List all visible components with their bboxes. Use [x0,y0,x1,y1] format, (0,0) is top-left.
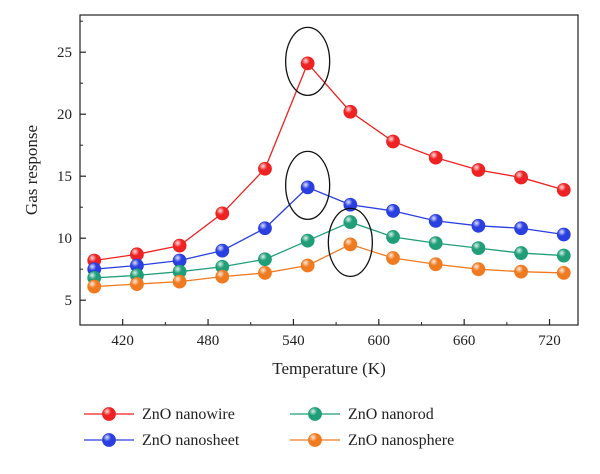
highlight-ellipse [327,207,373,278]
legend-item: ZnO nanowire [84,406,235,423]
data-point [386,251,400,265]
data-point [386,230,400,244]
highlight-ellipse [285,150,331,221]
y-axis-title: Gas response [22,125,41,215]
data-point [556,182,571,197]
data-point [514,264,528,279]
data-point [428,257,443,272]
x-tick-label: 420 [111,333,134,349]
data-point [556,227,571,242]
highlight-ellipse [285,26,331,97]
data-point [428,213,443,228]
x-tick-label: 660 [453,333,476,349]
data-point [258,252,272,267]
data-point [556,248,571,263]
data-point [258,161,272,176]
x-tick-label: 480 [197,333,220,349]
legend-label: ZnO nanosphere [348,432,454,449]
data-point [300,180,315,195]
legend-item: ZnO nanosheet [84,432,240,449]
data-point [471,163,486,177]
data-point [514,246,528,260]
data-point [343,215,358,229]
data-point [514,170,528,185]
y-tick-label: 10 [57,231,72,247]
x-tick-label: 720 [538,333,561,349]
data-point [428,236,443,251]
legend-label: ZnO nanosheet [142,432,240,449]
data-point [258,221,272,236]
data-point [386,134,400,149]
legend-marker [102,433,116,447]
data-point [215,243,230,258]
data-point [343,237,358,252]
data-point [300,56,315,71]
data-point [300,233,315,248]
legend-item: ZnO nanorod [290,406,434,423]
x-axis-title: Temperature (K) [272,359,386,378]
y-tick-label: 5 [65,293,73,309]
legend: ZnO nanowire ZnO nanosheet ZnO nanorod ZnO … [84,406,454,449]
y-tick-label: 15 [57,169,72,185]
legend-label: ZnO nanorod [348,406,434,423]
data-point [215,269,230,284]
data-point [471,241,486,256]
x-tick-label: 600 [368,333,391,349]
data-point [215,206,230,221]
data-point [514,221,528,236]
legend-item: ZnO nanosphere [290,432,454,449]
y-tick-label: 25 [57,45,72,61]
data-point [556,266,571,280]
data-point [386,204,400,218]
data-point [471,218,486,233]
data-point [87,279,102,294]
legend-marker [102,407,116,421]
plot-frame [79,14,579,326]
legend-marker [308,433,322,447]
series-zno-nanowire [87,56,571,268]
data-point [471,262,486,277]
series-zno-nanosphere [87,237,571,294]
data-point [428,150,443,165]
data-point [343,104,358,119]
data-point [300,258,315,273]
series-line [94,243,564,288]
data-point [172,238,187,253]
x-tick-label: 540 [282,333,305,349]
series-line [94,186,564,270]
data-point [258,266,272,280]
legend-label: ZnO nanowire [142,406,235,423]
y-tick-label: 20 [57,107,72,123]
data-point [172,274,187,289]
legend-marker [308,407,322,421]
series-line [94,62,564,262]
data-point [130,277,144,291]
data-point [343,197,358,212]
